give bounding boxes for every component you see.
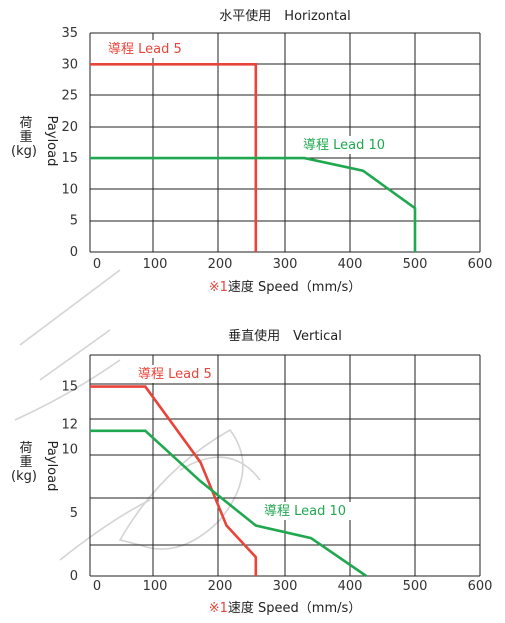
y-tick-label: 5 [70, 506, 78, 521]
y-label-en: Payload [44, 116, 59, 167]
y-tick-label: 0 [70, 245, 78, 260]
y-tick-label: 12 [61, 417, 78, 432]
series-line-lead10 [90, 156, 417, 252]
y-tick-label: 35 [61, 26, 78, 41]
x-tick-label: 600 [468, 579, 493, 594]
y-label-jp: 荷 [19, 116, 32, 131]
series-label-lead5: 導程 Lead 5 [138, 367, 212, 382]
series-label-bg [134, 365, 216, 383]
series-label-lead10: 導程 Lead 10 [303, 138, 385, 153]
x-axis-label-text: 速度 Speed（mm/s） [228, 279, 361, 295]
y-label-jp: 重 [19, 454, 32, 470]
x-tick-label: 100 [143, 257, 168, 272]
series-line-lead5 [90, 385, 258, 576]
y-tick-label: 10 [61, 182, 78, 197]
grid [89, 354, 481, 577]
y-tick-label: 0 [70, 569, 78, 584]
series-label-lead10: 導程 Lead 10 [264, 504, 346, 519]
chart-vertical: 垂直使用 Vertical 0 100 200 300 400 500 600 0 5 10 12 15… [11, 328, 492, 616]
y-tick-label: 15 [61, 380, 78, 395]
x-tick-label: 400 [338, 257, 363, 272]
y-axis-label: 荷重(kg) Payload [11, 116, 59, 167]
series-label-lead5: 導程 Lead 5 [108, 42, 182, 57]
y-tick-label: 5 [70, 214, 78, 229]
chart-title: 水平使用 Horizontal [219, 8, 350, 24]
y-label-unit: (kg) [11, 469, 37, 484]
x-tick-label: 600 [468, 257, 493, 272]
y-tick-label: 30 [61, 57, 78, 72]
x-tick-label: 0 [93, 579, 101, 594]
y-axis-label: 荷重(kg) Payload [11, 441, 59, 492]
series-label-bg [104, 40, 186, 58]
x-tick-label: 500 [403, 579, 428, 594]
x-tick-label: 400 [338, 579, 363, 594]
x-axis-label: ※1速度 Speed（mm/s） [209, 279, 362, 295]
y-tick-label: 25 [61, 89, 78, 104]
grid [89, 32, 481, 253]
x-tick-label: 100 [143, 579, 168, 594]
x-tick-label: 200 [208, 579, 233, 594]
watermark [14, 269, 261, 561]
y-tick-label: 15 [61, 151, 78, 166]
y-tick-label: 20 [61, 120, 78, 135]
series-label-bg [260, 502, 372, 520]
x-tick-label: 500 [403, 257, 428, 272]
x-tick-label: 300 [273, 257, 298, 272]
y-label-jp: 重 [19, 129, 32, 145]
y-tick-label: 10 [61, 443, 78, 458]
chart-horizontal: 水平使用 Horizontal 0 100 200 300 400 500 600 0 5 10 15… [11, 8, 492, 295]
y-label-en: Payload [44, 441, 59, 492]
series-line-lead5 [90, 63, 258, 252]
x-axis-label-text: 速度 Speed（mm/s） [228, 600, 361, 616]
x-tick-label: 300 [273, 579, 298, 594]
series-line-lead10 [90, 429, 368, 578]
y-label-jp: 荷 [19, 441, 32, 456]
y-label-unit: (kg) [11, 144, 37, 159]
footnote-mark: ※1 [209, 280, 228, 295]
x-tick-label: 200 [208, 257, 233, 272]
series-label-bg [299, 136, 411, 154]
x-axis-label: ※1速度 Speed（mm/s） [209, 600, 362, 616]
chart-title: 垂直使用 Vertical [228, 328, 342, 344]
x-tick-label: 0 [93, 257, 101, 272]
footnote-mark: ※1 [209, 601, 228, 616]
